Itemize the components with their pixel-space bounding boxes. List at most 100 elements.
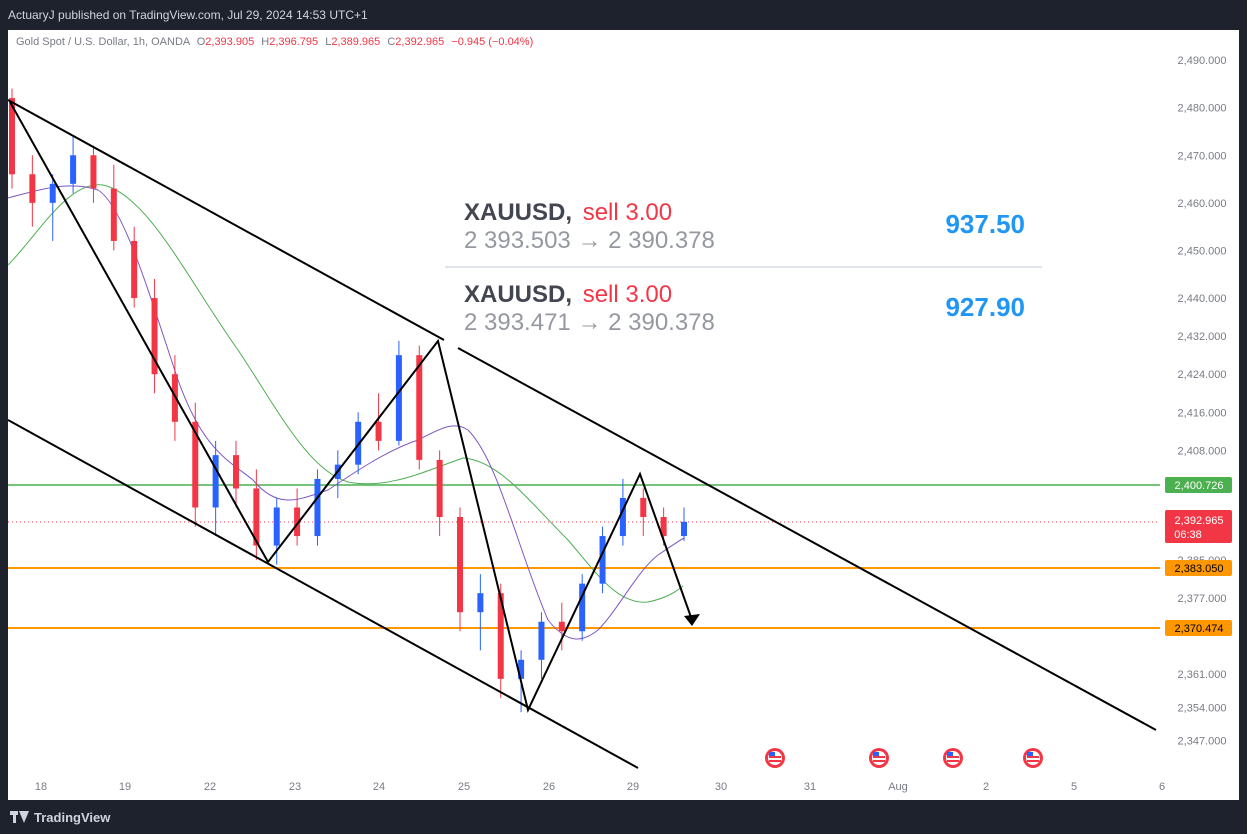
candle-body[interactable] xyxy=(416,355,423,460)
candle-body[interactable] xyxy=(314,478,321,537)
trade-overlay: XAUUSD, sell 3.00 2 393.503 → 2 390.378 … xyxy=(445,195,1045,345)
candle-body[interactable] xyxy=(599,536,606,584)
candle-body[interactable] xyxy=(518,659,525,679)
time-tick-label: 25 xyxy=(458,781,470,793)
candle-body[interactable] xyxy=(294,507,301,537)
time-tick-label: 31 xyxy=(804,781,816,793)
legend-open: 2,393.905 xyxy=(205,36,254,48)
candle-body[interactable] xyxy=(212,455,219,508)
trade-1-title: XAUUSD, sell 3.00 xyxy=(464,199,672,226)
tradingview-logo-icon xyxy=(10,811,30,823)
price-tick-label: 2,408.000 xyxy=(1178,445,1227,457)
candle-body[interactable] xyxy=(660,517,667,537)
price-tick-label: 2,377.000 xyxy=(1178,593,1227,605)
price-tick-label: 2,460.000 xyxy=(1178,198,1227,210)
trade-2-symbol: XAUUSD xyxy=(464,281,565,308)
channel-upper-line-2 xyxy=(457,347,1157,731)
trade-2-profit: 927.90 xyxy=(945,292,1025,322)
price-axis[interactable]: 2,490.000 2,480.000 2,470.000 2,460.000 2,45… xyxy=(1178,55,1227,748)
price-tick-label: 2,416.000 xyxy=(1178,407,1227,419)
ohlc-legend: Gold Spot / U.S. Dollar, 1h, OANDA O2,39… xyxy=(16,36,533,48)
trade-2-side: sell 3.00 xyxy=(583,281,672,308)
level-tag-orange-upper: 2,383.050 xyxy=(1165,560,1232,576)
tradingview-logo[interactable]: TradingView xyxy=(10,808,110,826)
level-tag-orange-upper-text: 2,383.050 xyxy=(1175,563,1224,575)
level-tag-green-text: 2,400.726 xyxy=(1175,480,1224,492)
trade-1-sep: , xyxy=(565,199,572,226)
moving-average-fast xyxy=(8,185,685,640)
candle-body[interactable] xyxy=(375,421,382,441)
channel-upper-line-1 xyxy=(8,99,445,341)
candle-body[interactable] xyxy=(579,583,586,632)
current-price-tag: 2,392.965 06:38 xyxy=(1165,510,1232,543)
trade-2-title: XAUUSD, sell 3.00 xyxy=(464,281,672,308)
time-tick-label: 18 xyxy=(35,781,47,793)
candle-body[interactable] xyxy=(9,98,15,175)
candle-body[interactable] xyxy=(151,298,158,375)
countdown-text: 06:38 xyxy=(1174,529,1202,541)
trade-1-side: sell 3.00 xyxy=(583,199,672,226)
candle-body[interactable] xyxy=(90,155,97,189)
candle-body[interactable] xyxy=(395,355,402,441)
time-tick-label: 30 xyxy=(715,781,727,793)
time-tick-label: 24 xyxy=(373,781,385,793)
channel-lower-line xyxy=(8,419,639,769)
candle-body[interactable] xyxy=(640,497,647,518)
candle-body[interactable] xyxy=(70,155,77,184)
time-axis[interactable]: 18 19 22 23 24 25 26 29 30 31 Aug 2 5 6 xyxy=(35,781,1165,793)
candlestick-series[interactable] xyxy=(9,88,687,713)
us-flag-icon[interactable] xyxy=(765,748,785,768)
candle-body[interactable] xyxy=(131,240,138,299)
trade-2-prices: 2 393.471 → 2 390.378 xyxy=(464,309,715,336)
price-tick-label: 2,480.000 xyxy=(1178,103,1227,115)
legend-change: −0.945 (−0.04%) xyxy=(451,36,533,48)
time-tick-label: 26 xyxy=(543,781,555,793)
price-tick-label: 2,432.000 xyxy=(1178,331,1227,343)
candle-body[interactable] xyxy=(538,621,545,660)
time-tick-label: 29 xyxy=(627,781,639,793)
candle-body[interactable] xyxy=(273,507,280,546)
current-price-text: 2,392.965 xyxy=(1175,515,1224,527)
time-tick-label: 22 xyxy=(204,781,216,793)
price-chart[interactable]: 2,490.000 2,480.000 2,470.000 2,460.000 2,45… xyxy=(8,30,1239,800)
price-tick-label: 2,470.000 xyxy=(1178,150,1227,162)
level-tag-orange-lower-text: 2,370.474 xyxy=(1175,623,1224,635)
economic-events[interactable] xyxy=(765,748,1043,768)
price-tick-label: 2,424.000 xyxy=(1178,369,1227,381)
us-flag-icon[interactable] xyxy=(869,748,889,768)
candle-body[interactable] xyxy=(477,593,484,613)
arrow-head-icon xyxy=(684,614,700,626)
level-tag-orange-lower: 2,370.474 xyxy=(1165,620,1232,636)
price-tick-label: 2,354.000 xyxy=(1178,702,1227,714)
candle-body[interactable] xyxy=(110,188,117,241)
time-tick-label: 2 xyxy=(983,781,989,793)
us-flag-icon[interactable] xyxy=(1023,748,1043,768)
candle-body[interactable] xyxy=(497,593,504,679)
candle-body[interactable] xyxy=(558,621,565,632)
chart-area[interactable]: 2,490.000 2,480.000 2,470.000 2,460.000 2,45… xyxy=(8,30,1239,800)
price-tick-label: 2,490.000 xyxy=(1178,55,1227,67)
legend-close: 2,392.965 xyxy=(395,36,444,48)
time-tick-label: 19 xyxy=(119,781,131,793)
level-tag-green: 2,400.726 xyxy=(1165,477,1232,493)
legend-low: 2,389.965 xyxy=(331,36,380,48)
candle-body[interactable] xyxy=(681,521,687,537)
footer-bar: TradingView xyxy=(0,800,1247,834)
zigzag-line xyxy=(9,101,693,713)
price-tick-label: 2,450.000 xyxy=(1178,245,1227,257)
tradingview-brand-text: TradingView xyxy=(34,809,111,825)
candle-body[interactable] xyxy=(233,455,239,489)
legend-open-label: O xyxy=(197,36,206,48)
candle-body[interactable] xyxy=(29,174,36,203)
candle-body[interactable] xyxy=(436,459,443,518)
candle-body[interactable] xyxy=(457,517,463,613)
time-tick-label: 5 xyxy=(1071,781,1077,793)
candle-body[interactable] xyxy=(192,421,199,508)
time-tick-label: Aug xyxy=(888,781,908,793)
us-flag-icon[interactable] xyxy=(943,748,963,768)
candle-body[interactable] xyxy=(619,497,626,537)
candle-body[interactable] xyxy=(49,183,56,203)
candle-body[interactable] xyxy=(253,488,260,546)
price-tick-label: 2,361.000 xyxy=(1178,669,1227,681)
publisher-text: ActuaryJ published on TradingView.com, J… xyxy=(8,8,368,22)
